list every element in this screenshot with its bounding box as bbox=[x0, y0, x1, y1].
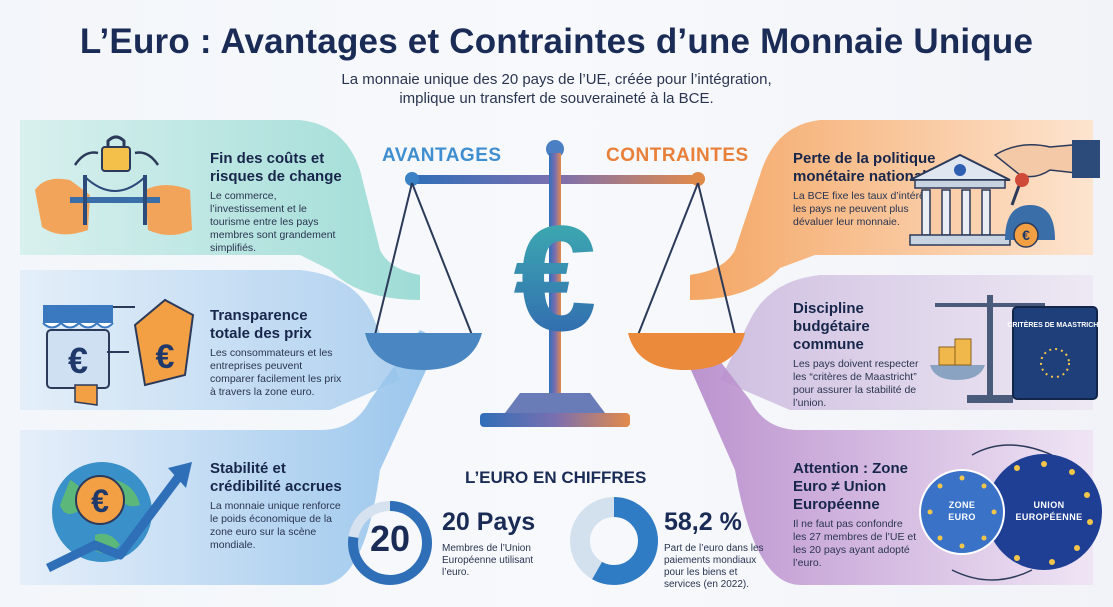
subtitle-line-2: implique un transfert de souveraineté à … bbox=[399, 90, 714, 107]
eu-stars-small bbox=[1040, 348, 1070, 378]
subtitle-line-1: La monnaie unique des 20 pays de l’UE, c… bbox=[341, 71, 772, 88]
zone-euro-circle bbox=[919, 469, 1005, 555]
constraint-block-1: Perte de la politique monétaire national… bbox=[793, 150, 943, 229]
union-circle bbox=[986, 454, 1102, 570]
book-label: CRITÈRES DE MAASTRICHT bbox=[1007, 320, 1100, 329]
countries-stat-text: Membres de l’Union Européenne utilisant … bbox=[442, 543, 534, 578]
advantage-2-text: Les consommateurs et les entreprises peu… bbox=[210, 347, 342, 398]
subtitle: La monnaie unique des 20 pays de l’UE, c… bbox=[250, 70, 863, 108]
svg-text:€: € bbox=[68, 340, 88, 381]
left-pan bbox=[365, 333, 482, 370]
eu-circles-icon: ZONE EURO UNION EUROPÉENNE bbox=[919, 444, 1102, 581]
svg-text:€: € bbox=[156, 338, 175, 376]
constraint-2-title: Discipline budgétaire commune bbox=[793, 300, 870, 353]
scale-base bbox=[480, 413, 630, 427]
constraint-2-text: Les pays doivent respecter les “critères… bbox=[793, 358, 919, 409]
exchange-bridge-icon bbox=[35, 135, 192, 235]
scale-pillar bbox=[549, 153, 561, 393]
constraint-1-title: Perte de la politique monétaire national… bbox=[793, 150, 936, 185]
share-stat-text: Part de l’euro dans les paiements mondia… bbox=[664, 543, 764, 590]
price-tag-store-icon: € € bbox=[42, 298, 195, 406]
advantage-1-text: Le commerce, l’investissement et le tour… bbox=[210, 190, 336, 254]
advantage-3-title: Stabilité et crédibilité accrues bbox=[210, 460, 342, 495]
constraint-block-2: Discipline budgétaire commune Les pays d… bbox=[793, 300, 923, 410]
svg-text:€: € bbox=[1022, 227, 1030, 243]
advantage-3-text: La monnaie unique renforce le poids écon… bbox=[210, 500, 341, 551]
constraint-3-title: Attention : Zone Euro ≠ Union Européenne bbox=[793, 460, 908, 513]
constraint-3-text: Il ne faut pas confondre les 27 membres … bbox=[793, 518, 917, 569]
share-stat-title: 58,2 % bbox=[664, 508, 742, 536]
ring-number: 20 bbox=[369, 518, 411, 559]
balance-scale: € bbox=[365, 140, 745, 427]
advantage-block-2: Transparence totale des prix Les consomm… bbox=[210, 307, 345, 399]
advantage-block-3: Stabilité et crédibilité accrues La monn… bbox=[210, 460, 350, 552]
countries-stat: 20 Pays Membres de l’Union Européenne ut… bbox=[442, 508, 552, 579]
countries-stat-title: 20 Pays bbox=[442, 508, 536, 536]
contraintes-heading: CONTRAINTES bbox=[606, 145, 749, 166]
central-bank-hand-icon: € bbox=[909, 140, 1100, 248]
avantages-heading: AVANTAGES bbox=[382, 145, 502, 166]
share-stat: 58,2 % Part de l’euro dans les paiements… bbox=[664, 508, 774, 591]
zone-euro-label-bottom: EURO bbox=[948, 512, 976, 522]
growth-globe-icon: € bbox=[46, 462, 192, 573]
zone-euro-label-top: ZONE bbox=[949, 500, 976, 510]
twenty-countries-ring bbox=[348, 501, 432, 585]
union-label-top: UNION bbox=[1034, 500, 1065, 510]
page-title: L’Euro : Avantages et Contraintes d’une … bbox=[79, 22, 1034, 61]
euro-share-donut bbox=[570, 497, 658, 585]
right-pan bbox=[628, 333, 745, 370]
constraint-1-text: La BCE fixe les taux d’intérêt, les pays… bbox=[793, 190, 931, 228]
stats-heading: L’EURO EN CHIFFRES bbox=[465, 468, 647, 487]
union-label-bottom: EUROPÉENNE bbox=[1015, 512, 1082, 522]
advantage-1-title: Fin des coûts et risques de change bbox=[210, 150, 342, 185]
svg-text:€: € bbox=[91, 483, 109, 519]
euro-share-arc bbox=[570, 497, 658, 585]
advantage-2-title: Transparence totale des prix bbox=[210, 307, 312, 342]
advantage-block-1: Fin des coûts et risques de change Le co… bbox=[210, 150, 350, 255]
budget-scale-book-icon: CRITÈRES DE MAASTRICHT bbox=[930, 295, 1100, 403]
constraint-block-3: Attention : Zone Euro ≠ Union Européenne… bbox=[793, 460, 918, 570]
euro-symbol: € bbox=[513, 194, 596, 362]
